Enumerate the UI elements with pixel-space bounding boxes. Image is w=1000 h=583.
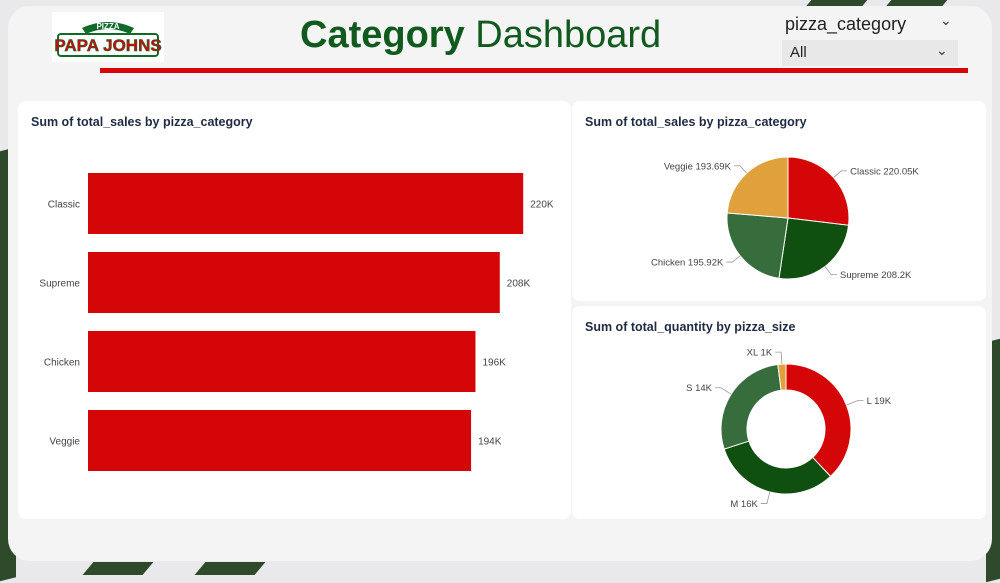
header-divider xyxy=(100,68,968,73)
decor-stripe-bottom-2 xyxy=(194,562,266,575)
slice-data-label: XL 1K xyxy=(747,348,773,359)
decor-stripe-bottom-1 xyxy=(82,562,154,575)
slicer-collapse-chevron-icon[interactable]: ⌄ xyxy=(940,12,952,28)
slice-l[interactable] xyxy=(785,363,852,478)
bar-chart-title: Sum of total_sales by pizza_category xyxy=(31,115,253,129)
slice-s[interactable] xyxy=(720,363,782,450)
donut-chart-title: Sum of total_quantity by pizza_size xyxy=(585,320,796,334)
slicer-dropdown[interactable]: All ⌄ xyxy=(782,40,958,66)
slicer-selected-value: All xyxy=(790,44,807,61)
slice-leader-line xyxy=(775,351,783,365)
bar-data-label: 220K xyxy=(530,200,554,211)
slice-data-label: Veggie 193.69K xyxy=(664,161,732,172)
donut-chart: L 19K M 16K S 14K XL 1K xyxy=(686,348,892,510)
slice-data-label: L 19K xyxy=(867,396,892,407)
slice-xl[interactable] xyxy=(777,363,787,391)
bar-veggie[interactable] xyxy=(88,410,472,471)
bar-classic[interactable] xyxy=(88,173,524,234)
slice-leader-line xyxy=(760,491,771,504)
slice-data-label: Classic 220.05K xyxy=(850,166,919,177)
pie-chart-card: Sum of total_sales by pizza_category Cla… xyxy=(572,101,986,301)
slice-leader-line xyxy=(846,400,864,406)
page-title-bold: Category xyxy=(300,14,465,56)
bar-category-label: Veggie xyxy=(49,437,80,448)
slice-chicken[interactable] xyxy=(726,212,789,279)
bar-category-label: Supreme xyxy=(39,279,80,290)
slice-leader-line xyxy=(833,170,848,178)
slice-classic[interactable] xyxy=(787,156,850,226)
page-title: Category Dashboard xyxy=(300,14,661,57)
dashboard-canvas: PIZZA PAPA JOHNS Category Dashboard pizz… xyxy=(8,6,992,561)
bar-chart: Classic 220K Supreme 208K Chicken 196K Veggie 1… xyxy=(39,173,554,471)
bar-data-label: 194K xyxy=(478,437,502,448)
slice-supreme[interactable] xyxy=(778,217,850,280)
bar-category-label: Classic xyxy=(48,200,80,211)
slice-leader-line xyxy=(733,165,747,174)
slicer-label: pizza_category xyxy=(785,14,907,34)
slice-data-label: Supreme 208.2K xyxy=(840,270,912,281)
slice-data-label: M 16K xyxy=(730,499,758,510)
bar-data-label: 208K xyxy=(507,279,531,290)
slice-data-label: S 14K xyxy=(686,383,713,394)
papa-johns-logo: PIZZA PAPA JOHNS xyxy=(52,12,164,62)
pie-chart-title: Sum of total_sales by pizza_category xyxy=(585,115,807,129)
logo-top-text: PIZZA xyxy=(96,22,119,31)
slice-leader-line xyxy=(714,387,732,395)
slicer-dropdown-chevron-icon[interactable]: ⌄ xyxy=(936,42,948,58)
donut-chart-card: Sum of total_quantity by pizza_size L 19… xyxy=(572,306,986,519)
bar-data-label: 196K xyxy=(482,358,506,369)
logo-main-text: PAPA JOHNS xyxy=(54,36,161,55)
bar-category-label: Chicken xyxy=(44,358,80,369)
pie-chart: Classic 220.05K Supreme 208.2K Chicken 195… xyxy=(651,156,919,281)
page-title-rest: Dashboard xyxy=(475,14,662,56)
slice-m[interactable] xyxy=(723,440,832,495)
slice-leader-line xyxy=(726,255,741,263)
slice-leader-line xyxy=(824,266,838,275)
bar-chicken[interactable] xyxy=(88,331,476,392)
slice-data-label: Chicken 195.92K xyxy=(651,258,724,269)
bar-chart-card: Sum of total_sales by pizza_category Cla… xyxy=(18,101,571,519)
bar-supreme[interactable] xyxy=(88,252,500,313)
slice-veggie[interactable] xyxy=(726,156,789,219)
